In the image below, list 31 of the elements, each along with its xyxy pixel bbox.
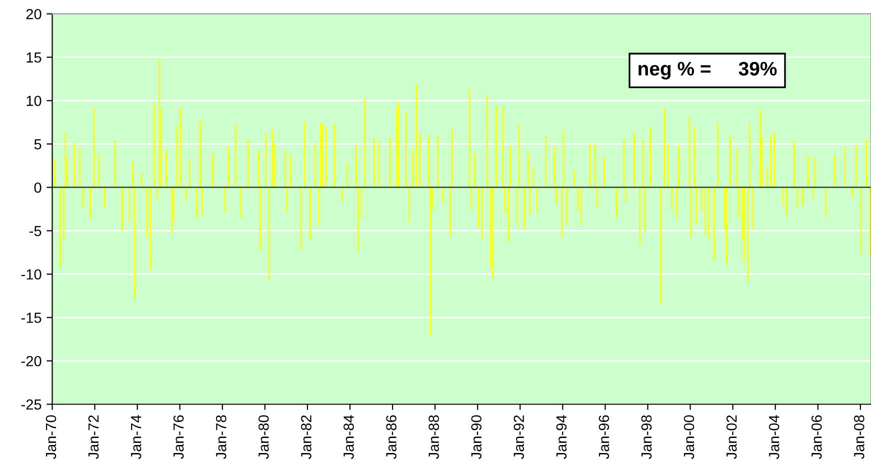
x-tick-label: Jan-76: [173, 415, 184, 460]
x-tick-label: Jan-72: [88, 415, 99, 460]
x-tick-label: Jan-84: [344, 415, 354, 460]
y-tick-label: 10: [26, 96, 42, 106]
y-tick-label: -20: [21, 356, 42, 366]
x-tick-label: Jan-74: [131, 415, 142, 460]
y-tick-label: 15: [26, 52, 42, 63]
x-tick-label: Jan-96: [598, 415, 610, 460]
x-tick-label: Jan-00: [684, 415, 694, 460]
x-tick-label: Jan-04: [768, 415, 780, 460]
y-tick-label: -25: [21, 399, 42, 410]
x-tick-label: Jan-02: [726, 415, 737, 460]
x-tick-label: Jan-78: [216, 415, 226, 460]
y-tick-label: -10: [21, 269, 42, 280]
y-tick-label: -15: [21, 312, 42, 323]
x-tick-label: Jan-88: [428, 415, 439, 460]
y-tick-label: 20: [26, 8, 42, 20]
y-tick-label: -5: [30, 226, 42, 236]
x-tick-label: Jan-90: [471, 415, 482, 460]
y-tick-label: 0: [34, 182, 42, 193]
x-tick-label: Jan-80: [258, 415, 269, 460]
x-tick-label: Jan-82: [301, 415, 312, 460]
x-tick-label: Jan-70: [46, 415, 56, 460]
x-tick-label: Jan-06: [811, 415, 822, 460]
x-tick-label: Jan-08: [854, 415, 864, 460]
x-tick-label: Jan-94: [556, 415, 567, 460]
x-tick-label: Jan-86: [386, 415, 396, 460]
x-tick-label: Jan-98: [641, 415, 652, 460]
y-tick-label: 5: [34, 139, 42, 150]
annotation: neg % = 39%: [638, 62, 777, 80]
x-tick-label: Jan-92: [514, 415, 524, 460]
